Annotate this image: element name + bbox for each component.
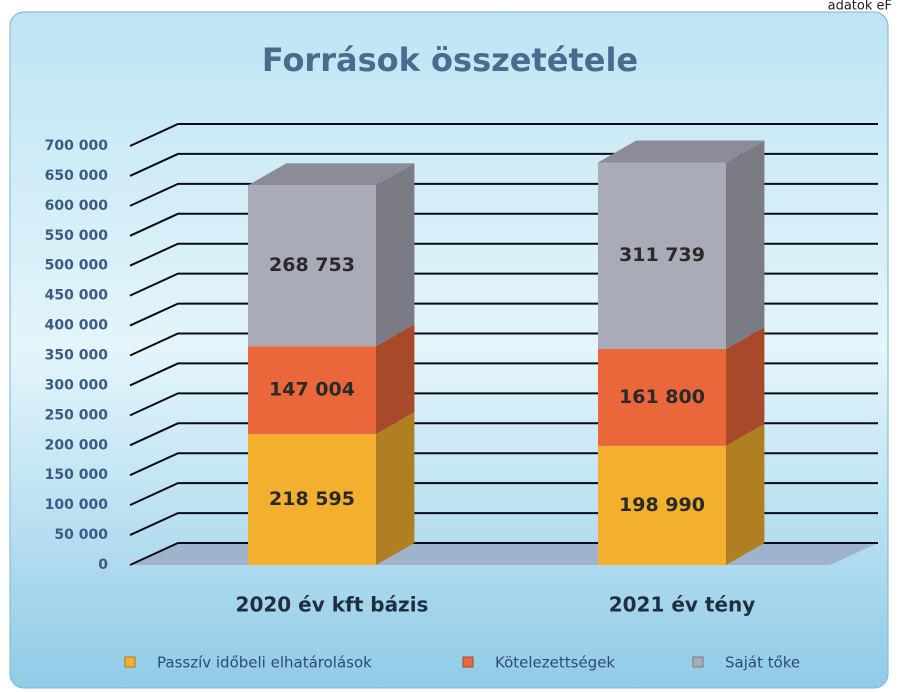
y-tick-label: 300 000	[45, 377, 109, 393]
y-tick-label: 500 000	[45, 258, 109, 274]
bar-segment	[248, 434, 376, 565]
data-label: 198 990	[619, 494, 705, 516]
bar-side	[376, 412, 415, 565]
bar-side	[376, 324, 415, 435]
data-label: 147 004	[269, 379, 355, 401]
bar-side	[726, 140, 765, 350]
y-tick-label: 50 000	[54, 527, 108, 543]
y-tick-label: 150 000	[45, 467, 109, 483]
y-tick-label: 700 000	[45, 138, 109, 154]
data-label: 161 800	[619, 386, 705, 408]
x-tick-label: 2021 év tény	[609, 593, 756, 617]
x-tick-label: 2020 év kft bázis	[236, 593, 429, 617]
y-tick-label: 250 000	[45, 407, 109, 423]
bar-segment	[248, 185, 376, 347]
bar-segment	[598, 445, 726, 565]
floor	[130, 543, 878, 565]
data-label: 311 739	[619, 244, 705, 266]
legend-swatch	[124, 656, 136, 668]
legend-label: Kötelezettségek	[495, 654, 615, 672]
bar-segment	[598, 162, 726, 350]
bar-top	[598, 140, 765, 163]
legend-swatch	[692, 656, 704, 668]
legend-swatch	[462, 656, 474, 668]
grid-line	[129, 123, 878, 147]
corner-note: adatok eF	[828, 0, 892, 14]
y-tick-label: 200 000	[45, 437, 109, 453]
y-tick-label: 650 000	[45, 168, 109, 184]
legend-label: Saját tőke	[725, 654, 800, 672]
y-tick-label: 550 000	[45, 228, 109, 244]
y-tick-label: 350 000	[45, 348, 109, 364]
bar-segment	[598, 349, 726, 446]
y-tick-label: 0	[98, 557, 108, 573]
legend-label: Passzív időbeli elhatárolások	[157, 654, 372, 672]
y-tick-label: 600 000	[45, 198, 109, 214]
chart-title: Források összetétele	[262, 41, 638, 79]
data-label: 268 753	[269, 254, 355, 276]
data-label: 218 595	[269, 488, 355, 510]
y-tick-label: 400 000	[45, 318, 109, 334]
bar-side	[726, 327, 765, 446]
y-tick-label: 450 000	[45, 288, 109, 304]
bar-top	[248, 163, 415, 186]
bar-side	[376, 163, 415, 347]
bar-segment	[248, 346, 376, 435]
bar-side	[726, 423, 765, 565]
y-tick-label: 100 000	[45, 497, 109, 513]
